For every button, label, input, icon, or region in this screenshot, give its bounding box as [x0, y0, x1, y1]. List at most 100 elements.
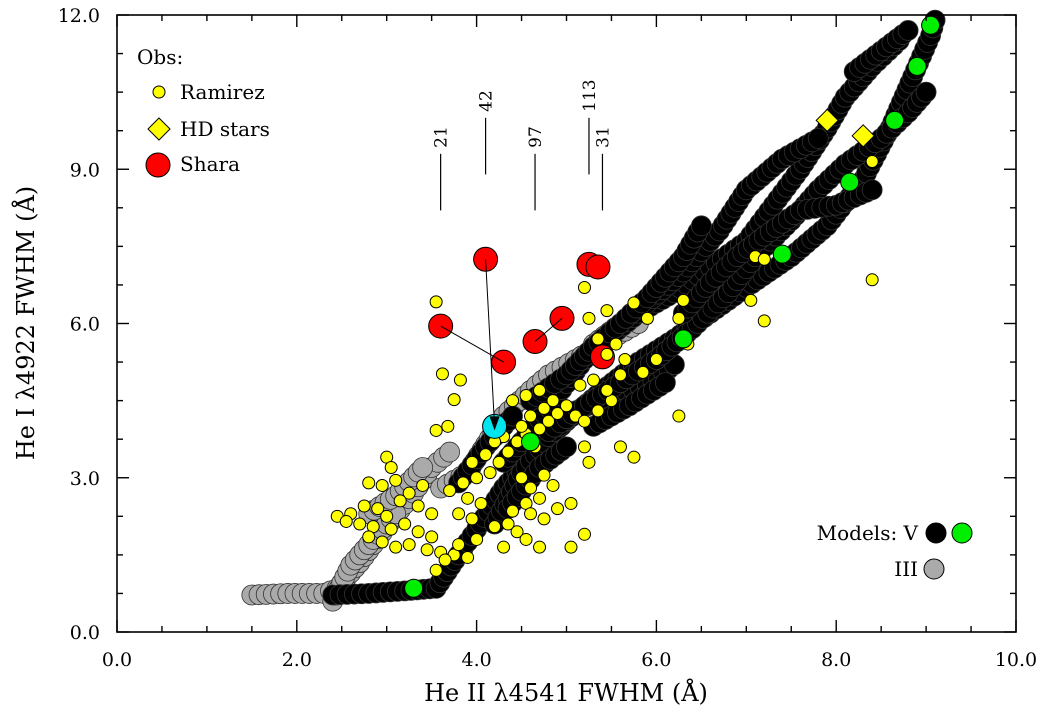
ramirez-point — [438, 553, 452, 567]
model-v-green-point — [521, 432, 541, 452]
ramirez-point — [577, 440, 591, 454]
ramirez-point — [461, 550, 475, 564]
ramirez-point — [402, 486, 416, 500]
ramirez-point — [551, 406, 565, 420]
ramirez-point — [577, 414, 591, 428]
model-v-point — [690, 215, 712, 237]
ramirez-point — [533, 491, 547, 505]
ramirez-point — [371, 502, 385, 516]
ramirez-point — [519, 532, 533, 546]
ramirez-point — [402, 538, 416, 552]
x-axis-title: He II λ4541 FWHM (Å) — [424, 678, 708, 707]
ramirez-point — [551, 502, 565, 516]
legend-model-iii-marker — [923, 558, 945, 580]
model-v-green-point — [673, 329, 693, 349]
ramirez-point — [757, 252, 771, 266]
ramirez-point — [411, 525, 425, 539]
legend-models-v-label: Models: V — [817, 521, 919, 545]
ramirez-point — [600, 304, 614, 318]
legend-models-iii-label: III — [894, 557, 918, 581]
ramirez-point — [519, 388, 533, 402]
y-axis-title: He I λ4922 FWHM (Å) — [11, 186, 40, 460]
ramirez-point — [524, 481, 538, 495]
ramirez-point — [515, 419, 529, 433]
ramirez-point — [483, 466, 497, 480]
legend-obs: Obs: Ramirez HD stars Shara — [137, 45, 270, 178]
y-tick-label: 9.0 — [70, 159, 100, 181]
ramirez-point — [546, 394, 560, 408]
model-v-green-point — [772, 244, 792, 264]
ramirez-point — [465, 455, 479, 469]
legend-model-v-black-marker — [925, 522, 947, 544]
model-iii-point — [439, 441, 461, 463]
ramirez-point — [537, 468, 551, 482]
ramirez-point — [510, 525, 524, 539]
model-v-point — [915, 81, 937, 103]
ramirez-point — [524, 507, 538, 521]
connector-line — [485, 259, 496, 427]
ramirez-point — [533, 422, 547, 436]
ramirez-point — [573, 378, 587, 392]
ramirez-point — [542, 414, 556, 428]
model-iii-point — [412, 457, 434, 478]
ramirez-point — [506, 394, 520, 408]
ramirez-point — [537, 401, 551, 415]
model-v-green-point — [404, 578, 424, 598]
ramirez-point — [600, 383, 614, 397]
ramirez-point — [447, 393, 461, 407]
ramirez-point — [524, 409, 538, 423]
ramirez-point — [582, 455, 596, 469]
ramirez-point — [474, 496, 488, 510]
ramirez-point — [362, 476, 376, 490]
ramirez-point — [389, 473, 403, 487]
ramirez-point — [425, 530, 439, 544]
ramirez-point — [609, 337, 623, 351]
ramirez-point — [470, 471, 484, 485]
ramirez-point — [600, 347, 614, 361]
ramirez-point — [501, 517, 515, 531]
x-tick-label: 0.0 — [102, 649, 132, 671]
ramirez-point — [425, 507, 439, 521]
legend-hd-stars-marker — [147, 117, 171, 141]
legend-shara-label: Shara — [180, 152, 240, 176]
ramirez-point — [672, 409, 686, 423]
ramirez-point — [420, 543, 434, 557]
y-tick-label: 6.0 — [70, 314, 100, 336]
ramirez-point — [640, 311, 654, 325]
ramirez-point — [398, 517, 412, 531]
ramirez-point — [384, 460, 398, 474]
ramirez-point — [452, 507, 466, 521]
axis-ticks: 0.0 2.0 4.0 6.0 8.0 10.0 0.0 3.0 6.0 9.0 12.0 — [58, 5, 1037, 671]
x-tick-label: 10.0 — [995, 649, 1037, 671]
ramirez-point — [582, 311, 596, 325]
ramirez-point — [537, 512, 551, 526]
model-v-point — [556, 436, 577, 458]
ramirez-point — [627, 296, 641, 310]
column-marker-label: 113 — [580, 79, 600, 111]
connector-line — [534, 317, 563, 342]
column-marker-label: 21 — [432, 126, 452, 148]
ramirez-point — [380, 509, 394, 523]
ramirez-point — [533, 383, 547, 397]
ramirez-point — [393, 494, 407, 508]
ramirez-point — [497, 540, 511, 554]
ramirez-point — [452, 538, 466, 552]
ramirez-point — [676, 293, 690, 307]
legend-ramirez-label: Ramirez — [180, 80, 265, 104]
ramirez-point — [564, 540, 578, 554]
ramirez-point — [456, 476, 470, 490]
ramirez-point — [465, 512, 479, 526]
model-v-green-point — [840, 172, 860, 192]
column-marker-label: 97 — [526, 126, 546, 148]
ramirez-point — [586, 373, 600, 387]
ramirez-point — [362, 530, 376, 544]
ramirez-point — [435, 367, 449, 381]
ramirez-point — [353, 517, 367, 531]
model-v-point — [861, 179, 883, 201]
ramirez-point — [492, 455, 506, 469]
ramirez-point — [357, 499, 371, 513]
ramirez-point — [546, 478, 560, 492]
ramirez-point — [591, 404, 605, 418]
ramirez-point — [339, 514, 353, 528]
